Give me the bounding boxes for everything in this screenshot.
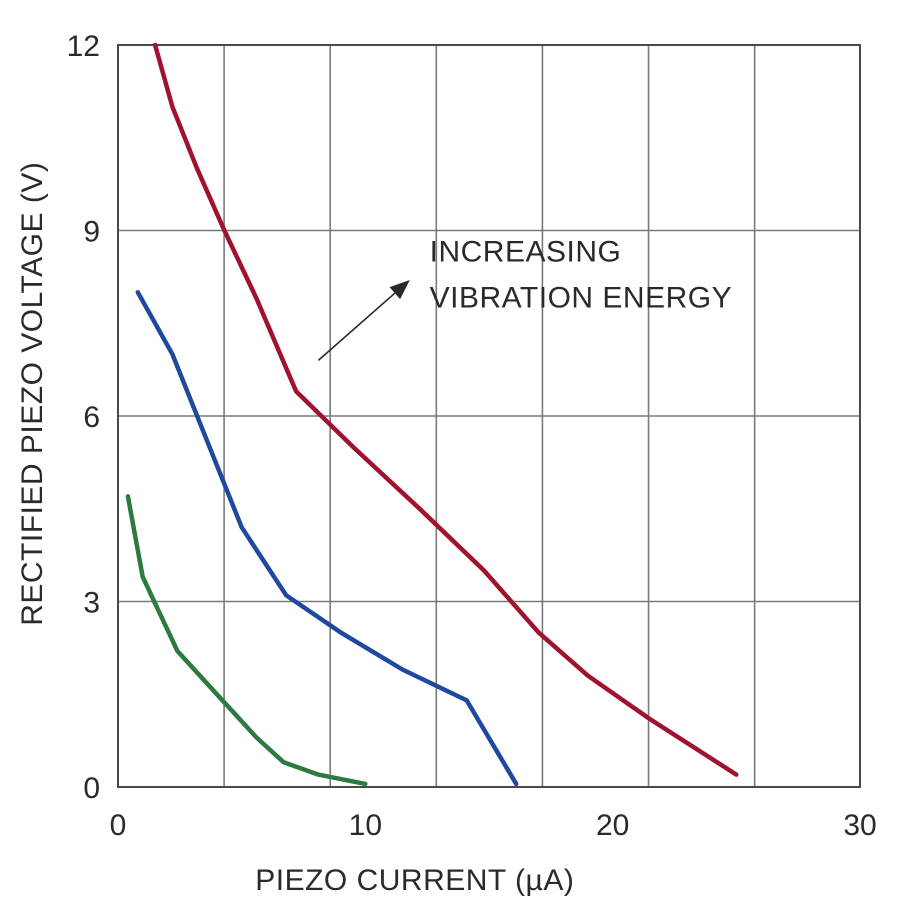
y-tick-label: 3 [83, 587, 100, 620]
x-tick-label: 10 [349, 809, 382, 842]
y-tick-label: 0 [83, 772, 100, 805]
series-line-1 [152, 42, 739, 777]
x-axis-title: PIEZO CURRENT (µA) [255, 864, 574, 897]
x-tick-label: 0 [110, 809, 127, 842]
tick-labels: 0 3 6 9 12 0 10 20 30 [67, 30, 877, 842]
series-line-3 [125, 494, 368, 787]
series-line-2 [135, 290, 519, 787]
y-tick-label: 9 [83, 216, 100, 249]
y-tick-label: 12 [67, 30, 100, 63]
y-tick-label: 6 [83, 401, 100, 434]
annotation: INCREASING VIBRATION ENERGY [317, 235, 733, 361]
x-tick-label: 30 [843, 809, 876, 842]
plot-frame [117, 44, 861, 788]
y-axis-title: RECTIFIED PIEZO VOLTAGE (V) [16, 162, 49, 626]
annotation-arrow [317, 292, 396, 361]
x-tick-label: 20 [596, 809, 629, 842]
series-layer [125, 42, 739, 787]
annotation-line-1: INCREASING [430, 235, 622, 268]
annotation-arrow-head [389, 279, 410, 300]
grid [118, 45, 860, 787]
annotation-line-2: VIBRATION ENERGY [430, 281, 733, 314]
